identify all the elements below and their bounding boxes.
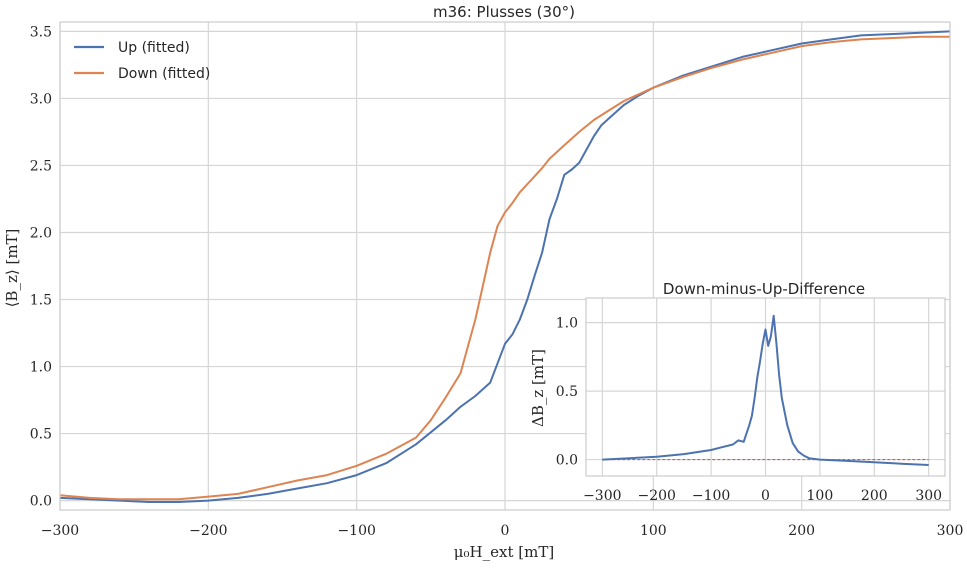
main-x-tick-label: −300 xyxy=(41,523,79,539)
main-series-lines xyxy=(59,30,951,503)
main-y-tick-label: 1.5 xyxy=(30,293,52,309)
main-y-tick-label: 2.0 xyxy=(30,225,52,241)
main-x-tick-label: 100 xyxy=(640,523,667,539)
inset-x-tick-labels: −300 −200 −100 0 100 200 300 xyxy=(583,488,942,504)
inset-x-tick-label: −200 xyxy=(637,488,675,504)
main-x-tick-label: 300 xyxy=(937,523,964,539)
inset-chart: −300 −200 −100 0 100 200 300 0.0 0.5 1.0 Down-mi… xyxy=(529,280,946,504)
main-y-tick-label: 0.0 xyxy=(30,494,52,510)
main-x-tick-label: 200 xyxy=(788,523,815,539)
inset-x-tick-label: −300 xyxy=(583,488,621,504)
main-x-tick-labels: −300 −200 −100 0 100 200 300 xyxy=(41,523,964,539)
main-y-tick-label: 2.5 xyxy=(30,158,52,174)
inset-y-axis-label: ΔB_z [mT] xyxy=(529,349,547,427)
inset-x-tick-label: 0 xyxy=(761,488,770,504)
inset-series-lines xyxy=(602,314,929,466)
main-chart-title: m36: Plusses (30°) xyxy=(433,3,575,21)
main-y-tick-label: 3.0 xyxy=(30,91,52,107)
main-legend: Up (fitted) Down (fitted) xyxy=(74,40,210,82)
main-y-axis-label: ⟨B_z⟩ [mT] xyxy=(3,229,21,308)
inset-y-tick-label: 0.0 xyxy=(556,453,578,469)
inset-x-tick-label: 100 xyxy=(807,488,834,504)
main-x-tick-label: 0 xyxy=(501,523,510,539)
legend-label-1: Down (fitted) xyxy=(118,66,210,82)
inset-chart-title: Down-minus-Up-Difference xyxy=(663,280,865,298)
main-series-line-1 xyxy=(59,35,950,501)
inset-x-tick-label: −100 xyxy=(692,488,730,504)
main-chart: −300 −200 −100 0 100 200 300 0.0 0.5 1.0 1.5 2.0 2.… xyxy=(3,3,963,561)
inset-series-line-0 xyxy=(602,314,929,466)
inset-y-tick-label: 0.5 xyxy=(556,384,578,400)
main-x-tick-label: −100 xyxy=(337,523,375,539)
inset-y-tick-labels: 0.0 0.5 1.0 xyxy=(556,316,578,469)
main-y-tick-label: 0.5 xyxy=(30,427,52,443)
main-y-tick-labels: 0.0 0.5 1.0 1.5 2.0 2.5 3.0 3.5 xyxy=(30,24,52,509)
main-plot-frame xyxy=(59,21,951,511)
main-y-tick-label: 1.0 xyxy=(30,360,52,376)
legend-label-0: Up (fitted) xyxy=(118,40,190,56)
inset-x-tick-label: 300 xyxy=(915,488,942,504)
main-series-line-0 xyxy=(59,30,951,503)
main-x-tick-label: −200 xyxy=(189,523,227,539)
inset-plot-frame xyxy=(585,297,946,477)
inset-x-tick-label: 200 xyxy=(861,488,888,504)
main-x-axis-label: μ₀H_ext [mT] xyxy=(454,543,554,561)
inset-y-tick-label: 1.0 xyxy=(556,316,578,332)
main-y-tick-label: 3.5 xyxy=(30,24,52,40)
